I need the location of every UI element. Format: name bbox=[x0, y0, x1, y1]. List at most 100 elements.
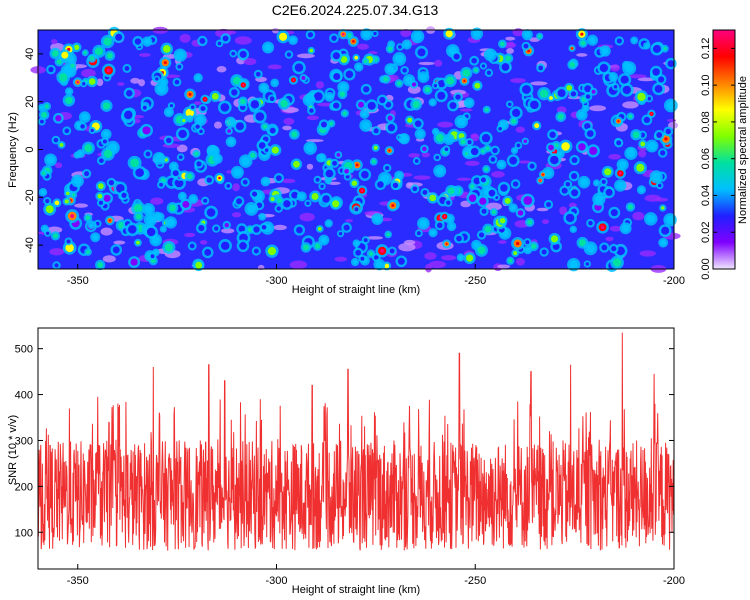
heatmap-cell bbox=[291, 191, 299, 199]
heatmap-cell bbox=[130, 77, 141, 84]
heatmap-cell bbox=[142, 105, 147, 110]
heatmap-cell bbox=[404, 41, 410, 48]
heatmap-cell bbox=[305, 96, 313, 104]
heatmap-cell bbox=[270, 197, 275, 202]
heatmap-cell bbox=[584, 123, 591, 130]
heatmap-cell bbox=[511, 118, 517, 124]
heatmap-cell bbox=[276, 206, 281, 211]
heatmap-cell bbox=[220, 241, 230, 250]
heatmap-cell bbox=[306, 163, 314, 170]
heatmap-cell bbox=[570, 91, 577, 97]
heatmap-cell bbox=[389, 248, 395, 254]
heatmap-cell bbox=[55, 115, 62, 122]
heatmap-cell bbox=[186, 173, 193, 180]
heatmap-cell bbox=[174, 178, 184, 188]
heatmap-cell bbox=[267, 247, 277, 256]
heatmap-cell bbox=[236, 198, 243, 205]
heatmap-cell bbox=[463, 79, 466, 83]
heatmap-cell bbox=[344, 168, 349, 174]
heatmap-cell bbox=[388, 149, 391, 152]
heatmap-cell bbox=[317, 227, 322, 231]
heatmap-cell bbox=[196, 116, 205, 124]
heatmap-cell bbox=[505, 36, 516, 41]
heatmap-cell bbox=[407, 117, 413, 123]
heatmap-cell bbox=[510, 78, 526, 83]
heatmap-cell bbox=[584, 85, 592, 93]
heatmap-cell bbox=[578, 143, 586, 151]
heatmap-cell bbox=[477, 246, 486, 255]
heatmap-cell bbox=[203, 198, 208, 203]
heatmap-cell bbox=[449, 223, 455, 229]
heatmap-y-tick-label: 20 bbox=[24, 96, 36, 108]
snr-x-tick-label: -350 bbox=[67, 575, 89, 587]
heatmap-cell bbox=[84, 144, 93, 153]
heatmap-cell bbox=[103, 131, 110, 138]
heatmap-cell bbox=[559, 206, 568, 215]
heatmap-cell bbox=[636, 163, 645, 172]
heatmap-cell bbox=[206, 208, 216, 217]
heatmap-cell bbox=[367, 101, 376, 110]
snr-x-tick-label: -300 bbox=[265, 575, 287, 587]
heatmap-cell bbox=[569, 61, 576, 68]
heatmap-cell bbox=[453, 53, 460, 60]
heatmap-cell bbox=[398, 242, 416, 252]
heatmap-cell bbox=[232, 76, 241, 85]
heatmap-cell bbox=[302, 244, 310, 251]
heatmap-cell bbox=[637, 92, 646, 101]
heatmap-cell bbox=[534, 123, 540, 129]
heatmap-x-tick-label: -200 bbox=[663, 275, 685, 287]
heatmap-cell bbox=[523, 139, 528, 144]
heatmap-cell bbox=[433, 129, 438, 134]
heatmap-cell bbox=[643, 116, 651, 124]
heatmap-cell bbox=[530, 243, 537, 250]
heatmap-cell bbox=[232, 183, 240, 192]
heatmap-cell bbox=[224, 222, 229, 228]
heatmap-cell bbox=[309, 48, 314, 53]
heatmap-cell bbox=[108, 219, 112, 222]
heatmap-cell bbox=[322, 195, 330, 203]
heatmap-cell bbox=[326, 179, 330, 183]
heatmap-cell bbox=[92, 234, 99, 241]
heatmap-cell bbox=[260, 214, 265, 219]
heatmap-cell bbox=[53, 137, 59, 143]
heatmap-cell bbox=[447, 187, 455, 195]
heatmap-cell bbox=[46, 231, 50, 235]
heatmap-cell bbox=[434, 59, 443, 67]
heatmap-cell bbox=[54, 162, 63, 169]
heatmap-cell bbox=[100, 227, 113, 236]
heatmap-cell bbox=[618, 171, 622, 175]
heatmap-cell bbox=[498, 126, 502, 131]
heatmap-cell bbox=[498, 240, 507, 244]
heatmap-cell bbox=[667, 60, 675, 68]
heatmap-cell bbox=[471, 57, 477, 64]
heatmap-cell bbox=[46, 155, 55, 164]
heatmap-cell bbox=[604, 168, 612, 176]
heatmap-cell bbox=[174, 79, 180, 85]
heatmap-cell bbox=[65, 96, 73, 105]
heatmap-cell bbox=[49, 248, 65, 256]
heatmap-cell bbox=[251, 191, 258, 197]
heatmap-cell bbox=[647, 96, 652, 101]
heatmap-cell bbox=[306, 201, 310, 205]
heatmap-cell bbox=[326, 221, 331, 226]
heatmap-cell bbox=[417, 130, 424, 138]
heatmap-cell bbox=[392, 182, 399, 189]
heatmap-cell bbox=[332, 160, 337, 166]
heatmap-cell bbox=[42, 226, 47, 231]
heatmap-cell bbox=[566, 85, 573, 91]
heatmap-cell bbox=[464, 160, 480, 166]
heatmap-cell bbox=[419, 219, 428, 228]
heatmap-cell bbox=[411, 82, 417, 87]
heatmap-cell bbox=[571, 227, 576, 232]
heatmap-cell bbox=[466, 99, 473, 106]
heatmap-cell bbox=[184, 232, 196, 238]
heatmap-cell bbox=[51, 38, 58, 45]
heatmap-cell bbox=[124, 65, 130, 71]
heatmap-cell bbox=[102, 255, 116, 263]
heatmap-cell bbox=[473, 29, 481, 38]
heatmap-cell bbox=[619, 161, 627, 169]
heatmap-cell bbox=[319, 155, 325, 161]
heatmap-cell bbox=[116, 184, 125, 193]
heatmap-cell bbox=[103, 194, 111, 202]
heatmap-cell bbox=[98, 200, 104, 205]
